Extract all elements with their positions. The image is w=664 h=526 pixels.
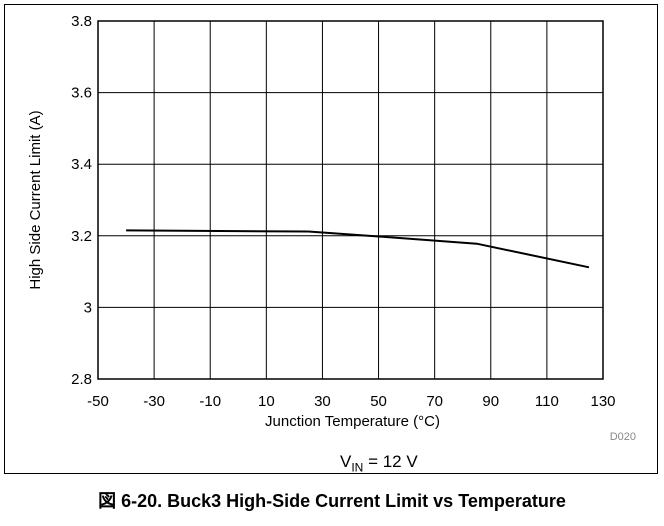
x-tick-label: 30: [314, 393, 331, 410]
x-axis-label: Junction Temperature (°C): [265, 413, 440, 430]
figure-caption: 図 6-20. Buck3 High-Side Current Limit vs…: [98, 491, 566, 511]
chart-frame: [4, 4, 658, 474]
x-tick-label: 70: [426, 393, 443, 410]
y-tick-label: 3.6: [71, 85, 92, 102]
test-condition: VIN = 12 V: [340, 452, 418, 474]
x-tick-label: 130: [590, 393, 615, 410]
condition-symbol: V: [340, 452, 352, 471]
y-tick-label: 3.2: [71, 228, 92, 245]
series-line: [126, 229, 590, 269]
y-axis-label: High Side Current Limit (A): [27, 110, 44, 289]
chart: -50 -30 -10 10 30 50 70 90 110 130 2.8 3 3.2 3.4 3.6 3…: [27, 13, 636, 443]
condition-value: = 12 V: [363, 452, 418, 471]
condition-subscript: IN: [351, 460, 364, 475]
y-tick-label: 2.8: [71, 371, 92, 388]
y-tick-label: 3.4: [71, 156, 92, 173]
y-tick-labels: 2.8 3 3.2 3.4 3.6 3.8: [71, 13, 92, 388]
plot-border: [97, 20, 604, 380]
x-tick-labels: -50 -30 -10 10 30 50 70 90 110 130: [87, 393, 615, 410]
grid: [98, 21, 603, 379]
y-tick-label: 3: [84, 299, 92, 316]
x-tick-label: 110: [535, 393, 559, 410]
x-tick-label: -10: [199, 393, 221, 410]
x-tick-label: -30: [143, 393, 165, 410]
x-tick-label: 90: [482, 393, 499, 410]
x-tick-label: 50: [370, 393, 387, 410]
x-tick-label: -50: [87, 393, 109, 410]
figure-code: D020: [610, 431, 636, 443]
x-tick-label: 10: [258, 393, 275, 410]
y-tick-label: 3.8: [71, 13, 92, 30]
